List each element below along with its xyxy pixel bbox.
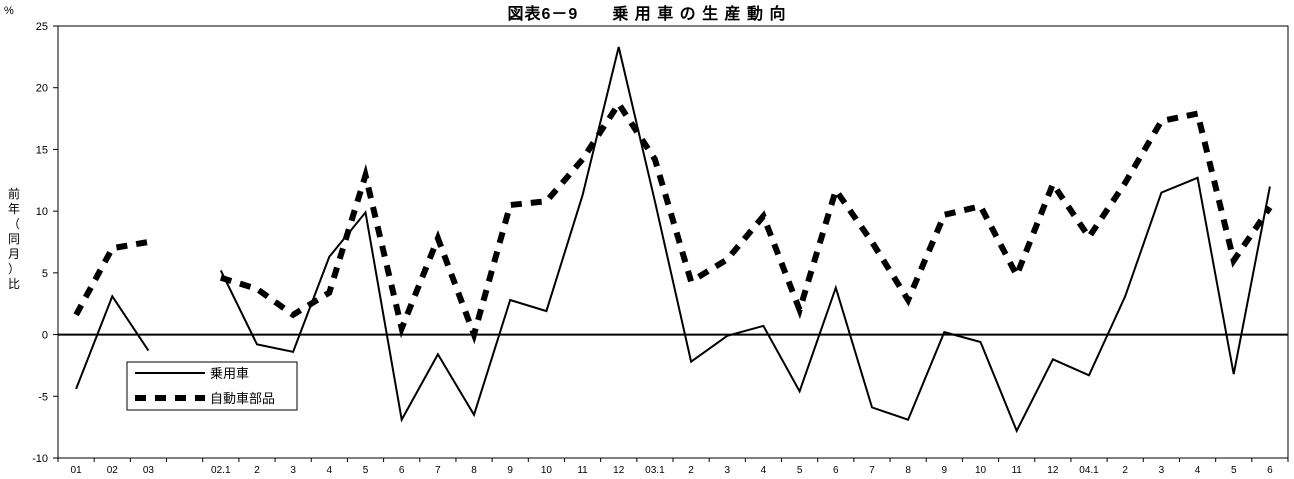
x-tick-label: 10: [975, 465, 987, 476]
x-tick-label: 8: [471, 465, 477, 476]
x-tick-label: 6: [833, 465, 839, 476]
x-tick-label: 5: [1231, 465, 1237, 476]
legend: 乗用車 自動車部品: [126, 361, 298, 411]
series-layer: [73, 46, 1273, 434]
x-tick-label: 10: [541, 465, 553, 476]
x-tick-label: 3: [724, 465, 730, 476]
series-line-1: [219, 98, 1273, 345]
y-tick-label: 5: [42, 268, 48, 280]
y-tick-label: -5: [38, 391, 48, 403]
chart-title: 図表6－9 乗 用 車 の 生 産 動 向: [507, 6, 787, 23]
x-tick-label: 02.1: [211, 465, 231, 476]
x-tick-label: 5: [363, 465, 369, 476]
x-tick-label: 6: [399, 465, 405, 476]
x-tick-label: 01: [71, 465, 83, 476]
x-tick-label: 4: [761, 465, 767, 476]
x-tick-label: 8: [905, 465, 911, 476]
y-tick-label: 10: [36, 206, 48, 218]
y-tick-label: 20: [36, 83, 48, 95]
x-tick-label: 11: [577, 465, 588, 476]
y-axis-label-char: 年: [8, 202, 20, 216]
legend-label-series-1: 自動車部品: [210, 391, 275, 406]
legend-label-series-0: 乗用車: [210, 366, 249, 381]
y-axis-label-char: 前: [8, 186, 20, 201]
x-tick-label: 5: [797, 465, 803, 476]
series-line-1: [73, 239, 149, 317]
x-tick-label: 4: [1195, 465, 1201, 476]
y-tick-label: 15: [36, 144, 48, 156]
x-tick-label: 7: [435, 465, 441, 476]
x-tick-label: 02: [107, 465, 119, 476]
y-tick-label: -10: [32, 453, 48, 465]
x-tick-label: 2: [254, 465, 260, 476]
x-tick-label: 03.1: [645, 465, 665, 476]
legend-box: [126, 361, 298, 411]
x-tick-label: 4: [327, 465, 333, 476]
y-tick-label: 25: [36, 21, 48, 33]
x-tick-label: 7: [869, 465, 875, 476]
y-axis-label-char: 同: [8, 232, 20, 246]
x-tick-label: 11: [1011, 465, 1022, 476]
x-tick-label: 04.1: [1079, 465, 1099, 476]
x-tick-label: 3: [1159, 465, 1165, 476]
series-line-0: [219, 46, 1271, 434]
y-axis-label-char: 比: [8, 277, 20, 291]
x-tick-label: 9: [507, 465, 513, 476]
x-tick-label: 3: [290, 465, 296, 476]
y-axis-label-char: 月: [8, 247, 20, 261]
x-tick-label: 2: [1122, 465, 1128, 476]
series-line-0: [75, 294, 150, 390]
y-unit-label: %: [4, 5, 14, 17]
y-tick-label: 0: [42, 330, 48, 342]
x-tick-label: 03: [143, 465, 155, 476]
y-axis-label-char: ）: [8, 262, 20, 276]
x-tick-label: 12: [613, 465, 625, 476]
x-tick-label: 2: [688, 465, 694, 476]
x-tick-label: 12: [1047, 465, 1059, 476]
x-tick-label: 6: [1267, 465, 1273, 476]
y-axis-label-char: （: [8, 217, 20, 231]
x-tick-label: 9: [942, 465, 948, 476]
